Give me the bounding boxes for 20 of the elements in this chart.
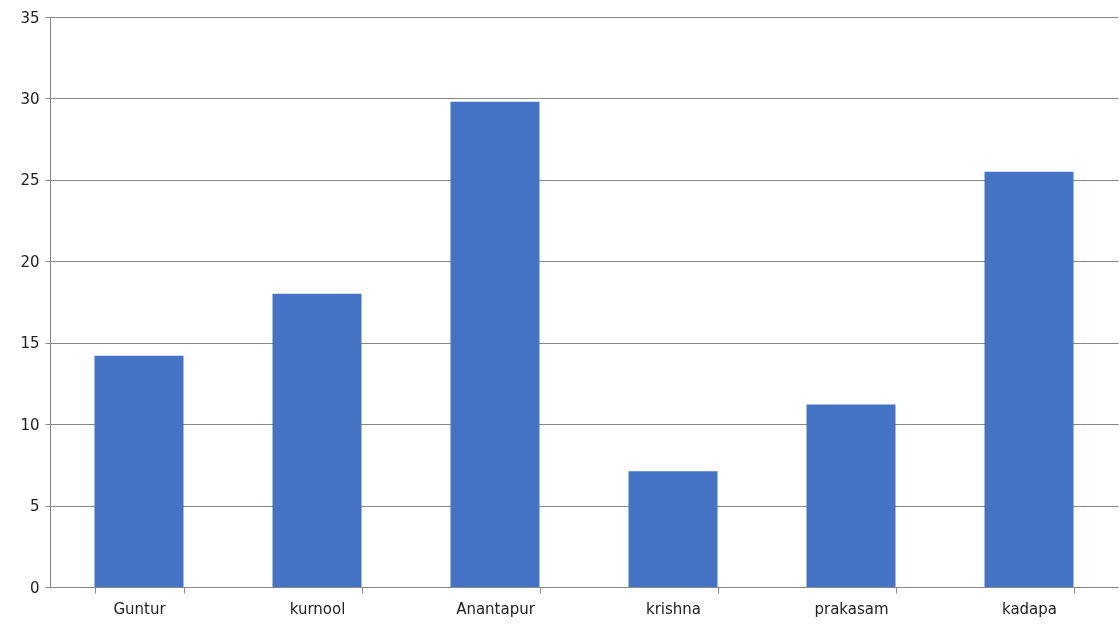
y-tick-label: 25 <box>20 171 40 190</box>
bar <box>94 355 184 587</box>
y-tick-label: 15 <box>20 334 40 353</box>
y-tick-label: 0 <box>29 578 40 597</box>
x-tick-label: Guntur <box>113 599 167 618</box>
y-tick-label: 10 <box>20 415 40 434</box>
bar <box>806 404 896 587</box>
x-tick-label: prakasam <box>814 599 889 618</box>
bar <box>984 171 1074 587</box>
y-tick-label: 35 <box>20 8 40 27</box>
y-tick-label: 5 <box>29 497 40 516</box>
x-tick-label: krishna <box>645 599 702 618</box>
x-tick-label: Anantapur <box>456 599 536 618</box>
x-tick-label: kadapa <box>1001 599 1058 618</box>
y-tick-label: 30 <box>20 89 40 108</box>
y-tick-label: 20 <box>20 252 40 271</box>
bar <box>450 101 540 587</box>
bar <box>628 471 718 587</box>
x-tick-label: kurnool <box>289 599 346 618</box>
bar <box>272 293 362 587</box>
